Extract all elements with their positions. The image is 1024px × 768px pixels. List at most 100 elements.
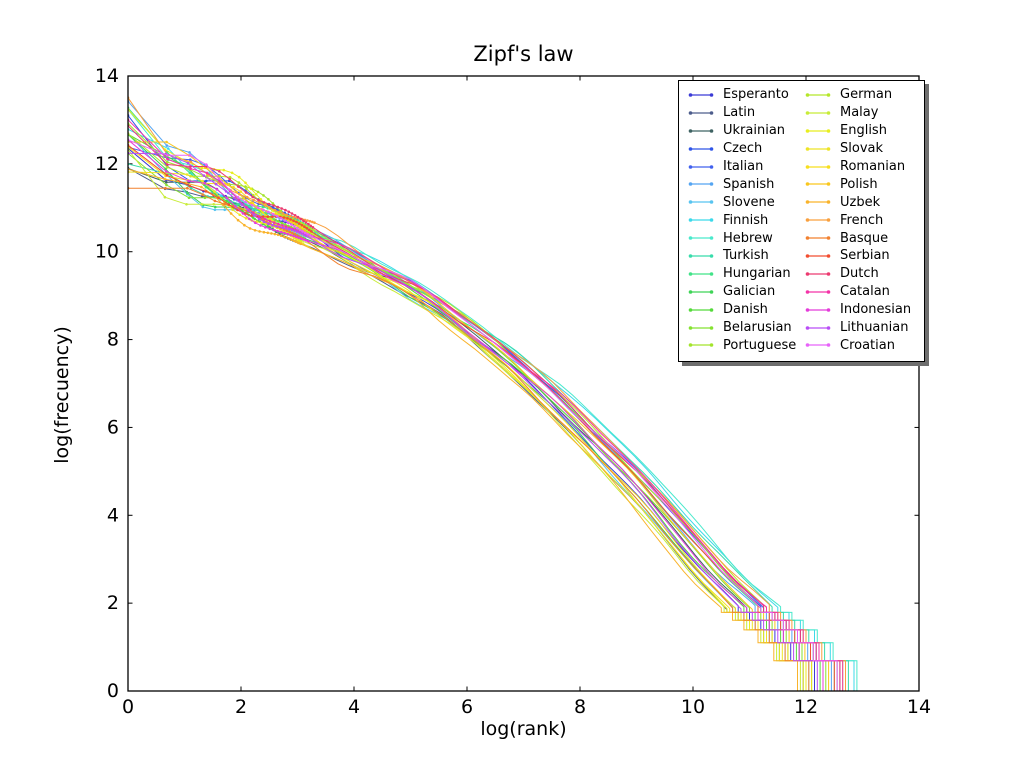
legend-item-malay: Malay — [803, 104, 920, 122]
series-marker-dutch — [267, 202, 271, 206]
series-marker-uzbek — [270, 232, 273, 235]
legend-item-label: Belarusian — [723, 320, 792, 336]
series-marker-dutch — [237, 185, 240, 188]
series-marker-lithuanian — [267, 222, 270, 226]
series-marker-basque — [201, 193, 205, 196]
series-marker-uzbek — [290, 238, 294, 241]
legend-marker-icon — [805, 146, 831, 151]
series-marker-french — [277, 210, 281, 214]
series-marker-french — [273, 208, 277, 212]
series-marker-serbian — [266, 215, 270, 218]
legend-item-basque: Basque — [803, 229, 920, 247]
x-tick-label: 2 — [235, 696, 247, 718]
series-marker-croatian — [279, 217, 283, 220]
series-marker-dutch — [280, 207, 284, 210]
series-marker-english — [230, 171, 234, 175]
x-tick-label: 8 — [574, 696, 586, 718]
series-marker-croatian — [310, 235, 314, 238]
x-tick-label: 14 — [907, 696, 931, 718]
series-marker-lithuanian — [240, 203, 244, 206]
series-marker-portuguese — [267, 198, 270, 201]
series-marker-galician — [214, 205, 217, 209]
legend-marker-icon — [688, 236, 714, 240]
series-marker-dutch — [276, 205, 280, 209]
series-marker-basque — [186, 186, 189, 190]
legend-item-label: Croatian — [840, 337, 895, 353]
series-marker-lithuanian — [252, 214, 256, 217]
series-marker-uzbek — [279, 234, 283, 237]
series-marker-lithuanian — [257, 217, 261, 221]
legend-marker-icon — [688, 93, 714, 97]
legend-item-label: Galician — [723, 284, 776, 300]
series-marker-dutch — [293, 214, 297, 217]
series-marker-slovak — [260, 221, 263, 225]
series-marker-uzbek — [258, 230, 261, 233]
legend-item-hebrew: Hebrew — [686, 229, 803, 247]
series-marker-indonesian — [259, 224, 262, 227]
series-marker-lithuanian — [295, 230, 299, 233]
series-marker-serbian — [250, 214, 253, 217]
legend-item-uzbek: Uzbek — [803, 193, 920, 211]
series-marker-lithuanian — [202, 174, 206, 177]
series-marker-indonesian — [292, 234, 295, 238]
series-marker-croatian — [298, 228, 302, 232]
series-marker-catalan — [263, 217, 267, 221]
legend-item-label: Italian — [723, 159, 764, 174]
series-marker-lithuanian — [281, 226, 285, 230]
legend-marker-icon — [805, 128, 831, 133]
series-marker-dutch — [296, 215, 300, 219]
series-marker-uzbek — [299, 242, 302, 246]
series-marker-romanian — [239, 190, 243, 193]
series-marker-german — [245, 187, 248, 191]
series-marker-serbian — [292, 219, 295, 222]
legend-marker-icon — [688, 200, 714, 205]
legend-marker-icon — [688, 218, 714, 222]
series-marker-croatian — [267, 210, 270, 214]
series-marker-english — [259, 198, 263, 201]
series-marker-french — [306, 219, 309, 222]
y-tick-label: 4 — [107, 504, 119, 526]
series-marker-uzbek — [248, 227, 252, 230]
series-marker-french — [189, 160, 193, 164]
series-marker-indonesian — [299, 237, 303, 240]
series-marker-croatian — [271, 212, 275, 216]
legend-marker-icon — [805, 289, 831, 294]
legend-item-belarusian: Belarusian — [686, 319, 803, 337]
legend-marker-icon — [688, 128, 714, 133]
legend-item-galician: Galician — [686, 283, 803, 301]
series-marker-polish — [242, 196, 246, 200]
series-marker-lithuanian — [300, 232, 304, 235]
series-marker-uzbek — [262, 230, 266, 234]
series-marker-uzbek — [273, 232, 277, 236]
legend-item-label: Polish — [840, 176, 878, 192]
legend-item-label: Portuguese — [723, 337, 797, 353]
series-marker-uzbek — [285, 236, 289, 239]
series-marker-english — [254, 193, 258, 196]
series-marker-indonesian — [165, 170, 168, 173]
legend-item-label: Spanish — [723, 176, 775, 192]
series-marker-lithuanian — [274, 225, 278, 228]
series-marker-polish — [226, 183, 230, 186]
series-marker-malay — [163, 195, 167, 199]
legend-item-dutch: Dutch — [803, 265, 920, 283]
series-marker-croatian — [188, 154, 192, 157]
series-marker-indonesian — [187, 179, 190, 183]
series-marker-lithuanian — [247, 209, 250, 212]
series-marker-romanian — [251, 201, 255, 205]
legend-marker-icon — [805, 200, 831, 205]
legend-marker-icon — [805, 218, 831, 222]
series-marker-uzbek — [292, 239, 296, 243]
series-marker-dutch — [304, 221, 308, 224]
series-marker-lithuanian — [224, 190, 228, 193]
series-marker-hungarian — [236, 203, 239, 207]
legend-marker-icon — [688, 289, 714, 294]
series-marker-indonesian — [253, 221, 257, 225]
legend-item-label: Hebrew — [723, 230, 773, 246]
series-marker-indonesian — [279, 230, 283, 234]
series-marker-serbian — [305, 227, 309, 230]
series-marker-serbian — [204, 190, 208, 193]
series-marker-uzbek — [288, 237, 291, 240]
series-marker-dutch — [299, 217, 303, 221]
legend-marker-icon — [805, 254, 831, 258]
legend-item-label: Ukrainian — [723, 123, 786, 139]
